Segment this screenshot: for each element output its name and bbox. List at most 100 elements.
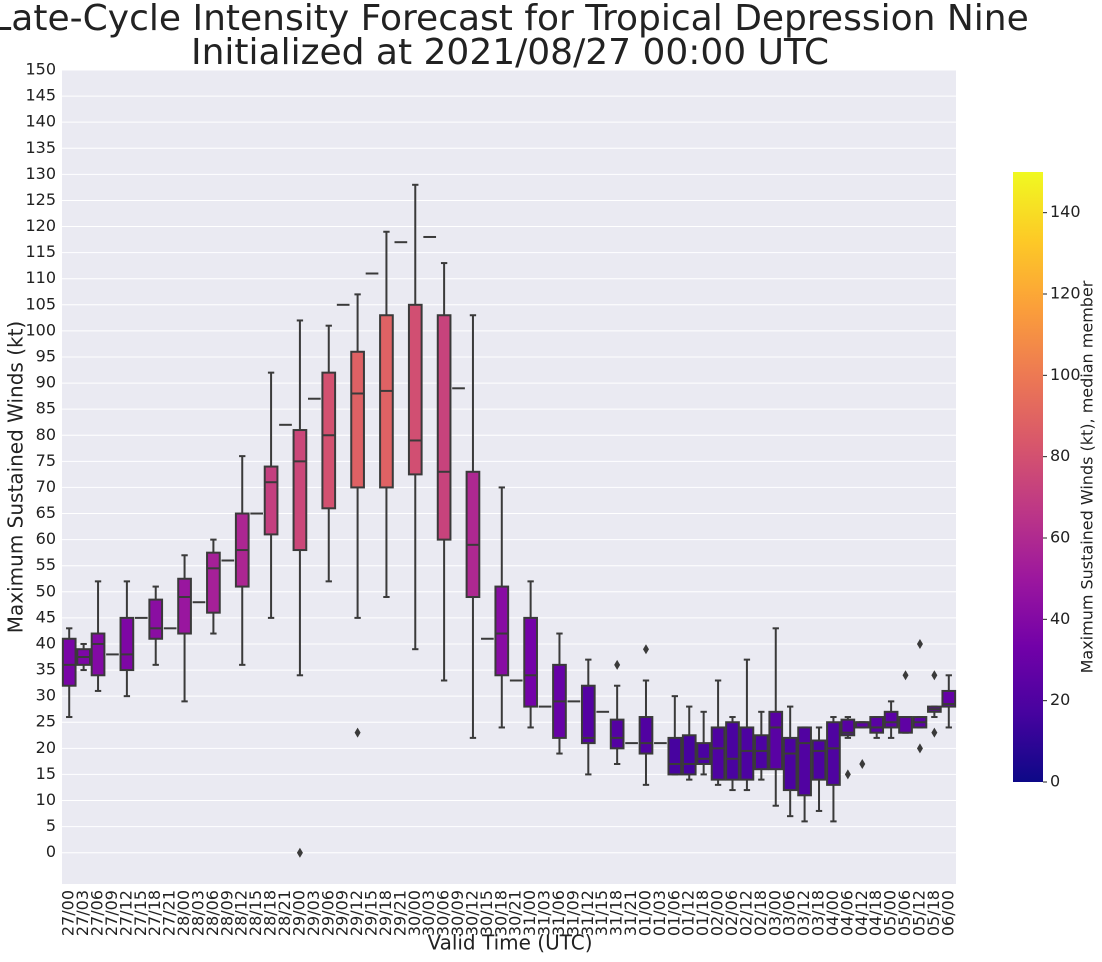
x-tick-label: 29/18 xyxy=(376,890,395,936)
x-tick-label: 31/18 xyxy=(607,890,626,936)
box xyxy=(148,598,164,640)
x-tick-label: 01/00 xyxy=(635,890,654,936)
box xyxy=(61,637,77,687)
box xyxy=(350,350,365,489)
box xyxy=(206,551,221,614)
x-tick-label: 31/15 xyxy=(592,890,611,936)
box xyxy=(696,742,712,765)
x-tick-label: 28/12 xyxy=(232,890,251,936)
y-tick-label: 0 xyxy=(46,842,56,861)
x-tick-label: 27/15 xyxy=(131,890,150,936)
x-tick-label: 27/21 xyxy=(160,890,179,936)
box xyxy=(436,314,452,541)
x-tick-label: 28/15 xyxy=(246,890,265,936)
flier xyxy=(296,847,303,858)
y-tick-label: 40 xyxy=(36,633,56,652)
x-tick-label: 30/15 xyxy=(477,890,496,936)
y-tick-label: 15 xyxy=(36,764,56,783)
flier xyxy=(859,758,866,769)
box xyxy=(840,718,856,737)
box xyxy=(523,616,538,708)
y-tick-label: 50 xyxy=(36,581,56,600)
box xyxy=(710,726,726,781)
y-tick-label: 95 xyxy=(36,346,56,365)
box xyxy=(782,736,798,792)
flier xyxy=(916,743,923,754)
box xyxy=(811,739,827,781)
y-tick-label: 20 xyxy=(36,738,56,757)
box xyxy=(321,371,337,510)
y-tick-label: 35 xyxy=(36,660,56,679)
y-tick-label: 30 xyxy=(36,686,56,705)
x-tick-label: 31/03 xyxy=(535,890,554,936)
x-tick-label: 05/06 xyxy=(895,890,914,936)
x-tick-label: 03/12 xyxy=(794,890,813,936)
colorbar-tick-label: 20 xyxy=(1050,690,1070,709)
x-tick-label: 29/06 xyxy=(318,890,337,936)
x-tick-label: 04/12 xyxy=(852,890,871,936)
colorbar-tick-label: 40 xyxy=(1050,609,1070,628)
box xyxy=(941,689,957,708)
box xyxy=(119,616,135,672)
box xyxy=(753,734,769,771)
x-tick-label: 31/09 xyxy=(563,890,582,936)
x-tick-label: 31/00 xyxy=(520,890,539,936)
box xyxy=(898,716,913,734)
y-tick-label: 105 xyxy=(25,294,56,313)
box xyxy=(580,684,596,745)
box xyxy=(681,734,697,776)
y-tick-label: 150 xyxy=(25,60,56,79)
x-tick-label: 02/06 xyxy=(722,890,741,936)
colorbar xyxy=(1013,172,1043,782)
x-tick-label: 28/00 xyxy=(174,890,193,936)
flier xyxy=(354,727,361,738)
x-tick-label: 30/00 xyxy=(405,890,424,936)
box xyxy=(465,470,481,599)
x-tick-label: 28/09 xyxy=(217,890,236,936)
colorbar-tick-label: 140 xyxy=(1050,202,1081,221)
x-tick-label: 27/12 xyxy=(116,890,135,936)
y-tick-label: 110 xyxy=(25,268,56,287)
colorbar-tick-label: 100 xyxy=(1050,365,1081,384)
x-tick-label: 02/18 xyxy=(751,890,770,936)
x-tick-label: 02/12 xyxy=(736,890,755,936)
y-tick-label: 100 xyxy=(25,320,56,339)
x-tick-label: 03/06 xyxy=(780,890,799,936)
x-tick-label: 01/03 xyxy=(650,890,669,936)
chart-subtitle: Initialized at 2021/08/27 00:00 UTC xyxy=(191,32,829,73)
colorbar-tick-label: 0 xyxy=(1050,772,1060,791)
x-tick-label: 27/03 xyxy=(73,890,92,936)
box xyxy=(407,303,423,476)
y-tick-label: 45 xyxy=(36,607,56,626)
box xyxy=(177,577,192,635)
x-tick-label: 05/18 xyxy=(924,890,943,936)
x-tick-label: 31/06 xyxy=(549,890,568,936)
x-tick-label: 02/00 xyxy=(708,890,727,936)
x-tick-label: 29/03 xyxy=(304,890,323,936)
box xyxy=(638,716,654,755)
box xyxy=(883,710,899,729)
box xyxy=(826,721,841,786)
box xyxy=(263,465,279,536)
x-tick-label: 30/09 xyxy=(448,890,467,936)
colorbar-label: Maximum Sustained Winds (kt), median mem… xyxy=(1078,280,1097,673)
y-tick-label: 75 xyxy=(36,451,56,470)
colorbar-tick-label: 80 xyxy=(1050,446,1070,465)
box xyxy=(768,710,784,771)
y-tick-label: 130 xyxy=(25,164,56,183)
box xyxy=(869,716,885,734)
x-tick-label: 30/06 xyxy=(434,890,453,936)
x-tick-label: 27/09 xyxy=(102,890,121,936)
y-tick-label: 115 xyxy=(25,242,56,261)
flier xyxy=(642,644,649,655)
box xyxy=(609,718,625,750)
x-tick-label: 29/09 xyxy=(333,890,352,936)
x-tick-label: 04/00 xyxy=(823,890,842,936)
x-tick-label: 01/18 xyxy=(693,890,712,936)
flier xyxy=(931,727,938,738)
colorbar-tick-label: 120 xyxy=(1050,284,1081,303)
x-tick-label: 28/03 xyxy=(188,890,207,936)
x-tick-label: 04/18 xyxy=(866,890,885,936)
colorbar-tick-label: 60 xyxy=(1050,528,1070,547)
